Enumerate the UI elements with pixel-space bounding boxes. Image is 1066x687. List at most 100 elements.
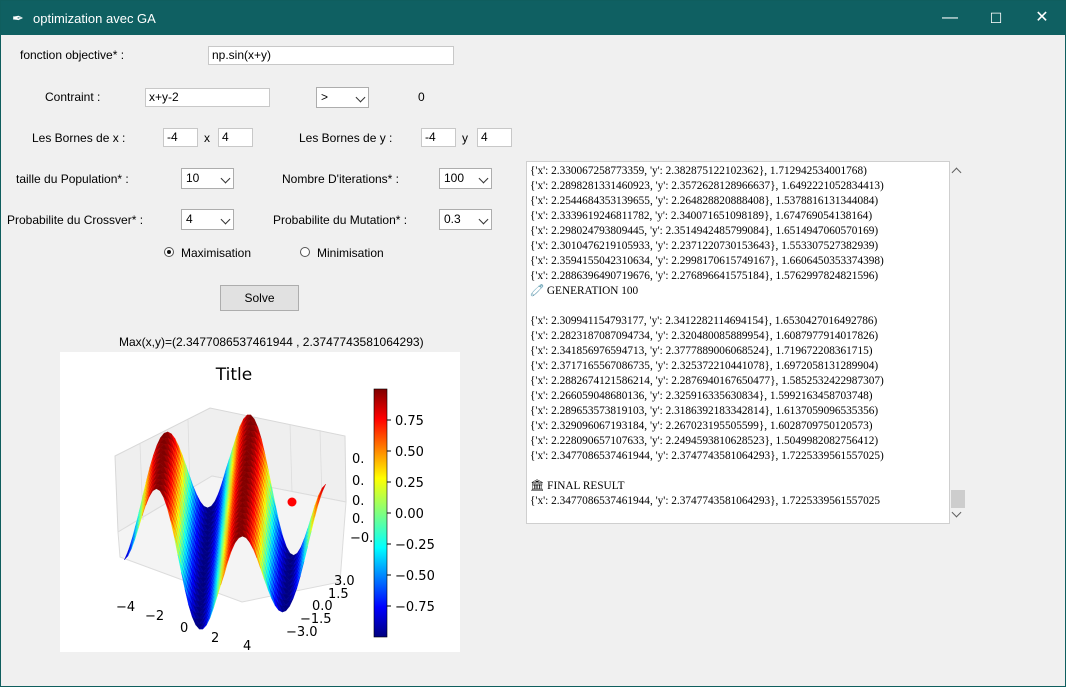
surface-plot: Title 0. 0. 0. 0. −0. −4 −2 0 2 [60,352,460,654]
mutation-value: 0.3 [444,212,461,226]
bounds-x-min-input[interactable]: -4 [163,128,198,147]
population-select[interactable]: 10 [181,168,234,189]
population-label: taille du Population* : [16,172,129,186]
chevron-down-icon [355,92,366,103]
optimum-marker [287,497,297,507]
log-line: {'x': 2.2823187087094734, 'y': 2.3204800… [530,330,879,342]
colorbar-tick-label: 0.50 [395,445,424,460]
bounds-y-label: Les Bornes de y : [299,131,393,145]
bounds-y-max-input[interactable]: 4 [477,128,512,147]
constraint-operator-value: > [321,90,329,104]
chevron-down-icon[interactable] [951,507,962,518]
colorbar [373,388,388,638]
maximize-button[interactable]: ☐ [989,10,1003,26]
log-line: {'x': 2.3010476219105933, 'y': 2.2371220… [530,240,879,252]
objective-label: fonction objective* : [20,48,125,62]
constraint-label: Contraint : [45,90,101,104]
objective-input[interactable]: np.sin(x+y) [208,46,454,65]
title-bar[interactable]: ✒ optimization avec GA — ☐ ✕ [1,1,1065,35]
bounds-y-separator: y [462,131,468,145]
minimise-label[interactable]: Minimisation [317,246,384,260]
result-text: Max(x,y)=(2.3477086537461944 , 2.3747743… [119,335,424,349]
log-line: {'x': 2.330067258773359, 'y': 2.38287512… [530,165,867,177]
bounds-x-label: Les Bornes de x : [32,131,126,145]
log-line: {'x': 2.341856976594713, 'y': 2.37778890… [530,345,873,357]
solve-button[interactable]: Solve [220,285,299,311]
crossover-value: 4 [186,212,193,226]
close-button[interactable]: ✕ [1035,9,1049,26]
log-line: {'x': 2.309941154793177, 'y': 2.34122821… [530,315,878,327]
surface-plot-svg: Title 0. 0. 0. 0. −0. −4 −2 0 2 [114,365,435,654]
x-tick-label: 4 [243,639,251,652]
feather-icon: ✒ [12,10,24,26]
log-line: {'x': 2.3477086537461944, 'y': 2.3747743… [530,495,881,507]
iterations-value: 100 [444,171,465,185]
colorbar-tick-label: 0.25 [395,476,424,491]
log-line: {'x': 2.266059048680136, 'y': 2.32591633… [530,390,873,402]
y-tick-label: 1.5 [328,587,349,602]
surface-cell [220,561,229,586]
chevron-down-icon [478,173,489,184]
maximise-radio[interactable] [164,247,174,257]
z-tick-label: 0. [352,512,364,527]
log-line: {'x': 2.3717165567086735, 'y': 2.3253722… [530,360,879,372]
log-line: 🏛 FINAL RESULT [530,480,625,492]
log-line: {'x': 2.289653573819103, 'y': 2.31863921… [530,405,879,417]
log-line: {'x': 2.3477086537461944, 'y': 2.3747743… [530,450,884,462]
log-line: {'x': 2.228090657107633, 'y': 2.24945938… [530,435,879,447]
surface-mesh [124,414,326,630]
log-line: {'x': 2.3339619246811782, 'y': 2.3400716… [530,210,873,222]
iterations-select[interactable]: 100 [439,168,492,189]
mutation-label: Probabilite du Mutation* : [273,213,408,227]
bounds-x-separator: x [204,131,210,145]
z-tick-label: −0. [350,531,373,546]
log-line: {'x': 2.329096067193184, 'y': 2.26702319… [530,420,873,432]
minimise-radio[interactable] [300,247,310,257]
log-line: {'x': 2.298024793809445, 'y': 2.35149424… [530,225,879,237]
chevron-up-icon[interactable] [951,167,962,178]
crossover-select[interactable]: 4 [181,209,234,230]
chevron-down-icon [220,214,231,225]
bounds-x-max-input[interactable]: 4 [218,128,253,147]
chevron-down-icon [220,173,231,184]
minimize-button[interactable]: — [942,9,958,26]
log-line: {'x': 2.2898281331460923, 'y': 2.3572628… [530,180,884,192]
colorbar-tick-label: 0.75 [395,414,424,429]
log-line: 🧷 GENERATION 100 [530,285,639,297]
z-tick-label: 0. [352,494,364,509]
constraint-rhs: 0 [418,90,425,104]
bounds-y-min-input[interactable]: -4 [421,128,456,147]
y-tick-label: 3.0 [334,574,355,589]
log-line: {'x': 2.3594155042310634, 'y': 2.2998170… [530,255,884,267]
log-line: {'x': 2.2544684353139655, 'y': 2.2648288… [530,195,879,207]
population-value: 10 [186,171,200,185]
x-tick-label: 2 [211,631,219,646]
scrollbar-thumb[interactable] [951,490,965,508]
x-tick-label: −2 [145,609,164,624]
log-line [530,464,884,479]
x-tick-label: −4 [116,600,135,615]
colorbar-tick-label: −0.25 [395,538,435,553]
mutation-select[interactable]: 0.3 [439,209,492,230]
colorbar-tick-label: −0.50 [395,569,435,584]
window-title: optimization avec GA [33,11,156,26]
log-textbox[interactable]: {'x': 2.330067258773359, 'y': 2.38287512… [526,161,950,524]
constraint-input[interactable]: x+y-2 [145,88,270,107]
log-line: {'x': 2.2882674121586214, 'y': 2.2876940… [530,375,884,387]
z-tick-label: 0. [352,452,364,467]
x-tick-label: 0 [180,621,188,636]
maximise-label[interactable]: Maximisation [181,246,252,260]
y-tick-label: −3.0 [286,625,318,640]
log-line [530,299,884,314]
z-tick-label: 0. [352,474,364,489]
crossover-label: Probabilite du Crossver* : [7,213,144,227]
constraint-operator-select[interactable]: > [316,87,369,108]
colorbar-tick-label: −0.75 [395,600,435,615]
chart-title: Title [215,365,252,385]
y-tick-label: −1.5 [300,612,332,627]
chevron-down-icon [478,214,489,225]
log-scrollbar[interactable] [950,161,966,524]
log-text: {'x': 2.330067258773359, 'y': 2.38287512… [530,164,884,509]
colorbar-tick-label: 0.00 [395,507,424,522]
